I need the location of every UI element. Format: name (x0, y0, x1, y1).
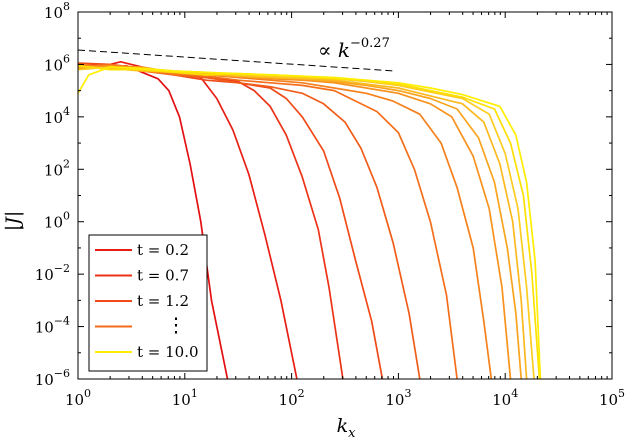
x-axis-title: kx (337, 415, 357, 440)
y-tick-label: 108 (44, 0, 70, 22)
y-tick-label: 10−4 (35, 315, 70, 337)
x-tick-label: 100 (65, 387, 91, 409)
series-line-6 (78, 63, 458, 379)
y-tick-label: 106 (44, 52, 70, 74)
x-axis-title-base: k (337, 415, 349, 437)
reference-layer (77, 49, 394, 72)
legend-box (88, 234, 208, 372)
power-law-annotation: ∝ k−0.27 (318, 36, 390, 62)
legend-label-5: t = 10.0 (137, 343, 199, 361)
x-axis-title-sub: x (348, 426, 356, 440)
annotation-exponent: −0.27 (350, 36, 390, 51)
x-tick-label: 103 (385, 387, 411, 409)
x-tick-label: 105 (599, 387, 625, 409)
legend-label-2: t = 0.7 (137, 267, 189, 285)
x-tick-label: 104 (492, 387, 518, 409)
legend-label-1: t = 0.2 (137, 241, 189, 259)
y-tick-label: 10−6 (35, 367, 70, 389)
series-line-13 (78, 66, 542, 379)
annotation-prefix: ∝ k (318, 38, 350, 62)
y-tick-label: 100 (44, 210, 70, 232)
series-layer (78, 60, 542, 379)
legend-label-3: t = 1.2 (137, 292, 189, 310)
reference-line (77, 49, 394, 72)
legend-label-4: ⋮ (166, 313, 186, 337)
y-tick-label: 102 (44, 157, 70, 179)
tick-layer: 100 101 102 103 104 105 10−6 10−4 10−2 100 102 104 1… (35, 0, 625, 409)
legend-entries: t = 0.2 t = 0.7 t = 1.2 ⋮ t = 10.0 (95, 241, 199, 361)
x-tick-label: 102 (279, 387, 305, 409)
y-tick-label: 10−2 (35, 262, 70, 284)
x-tick-label: 101 (172, 387, 198, 409)
y-axis-title: |J| (2, 211, 24, 231)
legend: t = 0.2 t = 0.7 t = 1.2 ⋮ t = 10.0 (88, 234, 208, 372)
y-tick-label: 104 (44, 105, 70, 127)
